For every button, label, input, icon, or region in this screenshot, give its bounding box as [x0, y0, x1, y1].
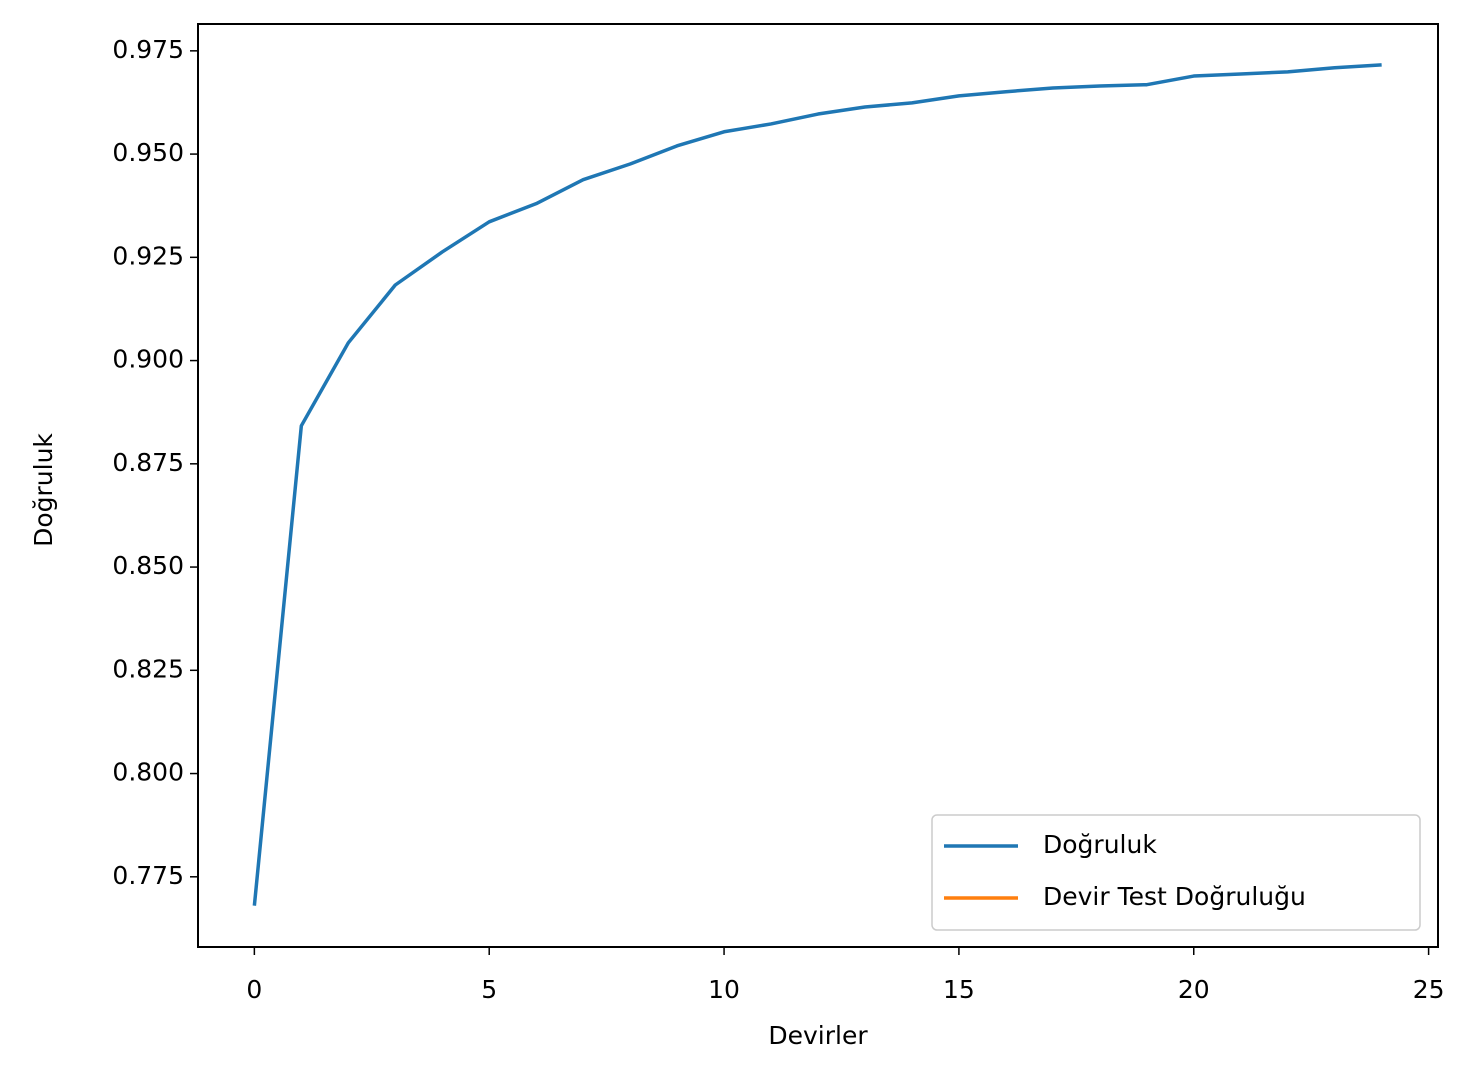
x-tick-label: 10	[708, 975, 740, 1004]
y-tick-label: 0.900	[112, 345, 184, 374]
y-tick-label: 0.775	[112, 861, 184, 890]
y-axis-label: Doğruluk	[29, 433, 58, 547]
plot-frame	[197, 23, 1439, 948]
y-tick-label: 0.800	[112, 758, 184, 787]
legend-box	[931, 814, 1421, 931]
y-tick-label: 0.875	[112, 448, 184, 477]
legend-label: Devir Test Doğruluğu	[1043, 882, 1306, 911]
y-tick-label: 0.825	[112, 654, 184, 683]
legend-label: Doğruluk	[1043, 830, 1157, 859]
x-tick-label: 25	[1413, 975, 1445, 1004]
x-tick-label: 15	[943, 975, 975, 1004]
x-tick-label: 0	[246, 975, 262, 1004]
y-tick-label: 0.925	[112, 241, 184, 270]
y-tick-label: 0.975	[112, 35, 184, 64]
y-tick-label: 0.950	[112, 138, 184, 167]
line-series	[252, 63, 1382, 906]
x-axis-label: Devirler	[768, 1021, 868, 1050]
x-tick-label: 5	[481, 975, 497, 1004]
y-tick-label: 0.850	[112, 551, 184, 580]
x-tick-label: 20	[1178, 975, 1210, 1004]
